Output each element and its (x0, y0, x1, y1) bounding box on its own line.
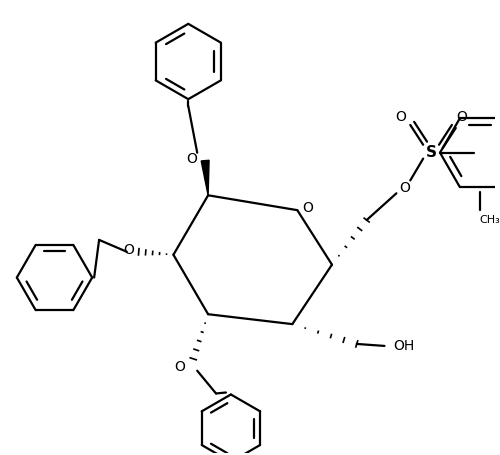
Text: O: O (456, 110, 467, 124)
Text: CH₃: CH₃ (479, 215, 500, 225)
Text: O: O (124, 243, 134, 257)
Text: O: O (186, 152, 196, 166)
Text: S: S (426, 145, 436, 160)
Polygon shape (201, 160, 209, 195)
Text: O: O (395, 110, 406, 124)
Text: O: O (399, 182, 410, 195)
Text: OH: OH (394, 339, 415, 353)
Text: O: O (174, 360, 185, 374)
Text: O: O (302, 201, 312, 215)
